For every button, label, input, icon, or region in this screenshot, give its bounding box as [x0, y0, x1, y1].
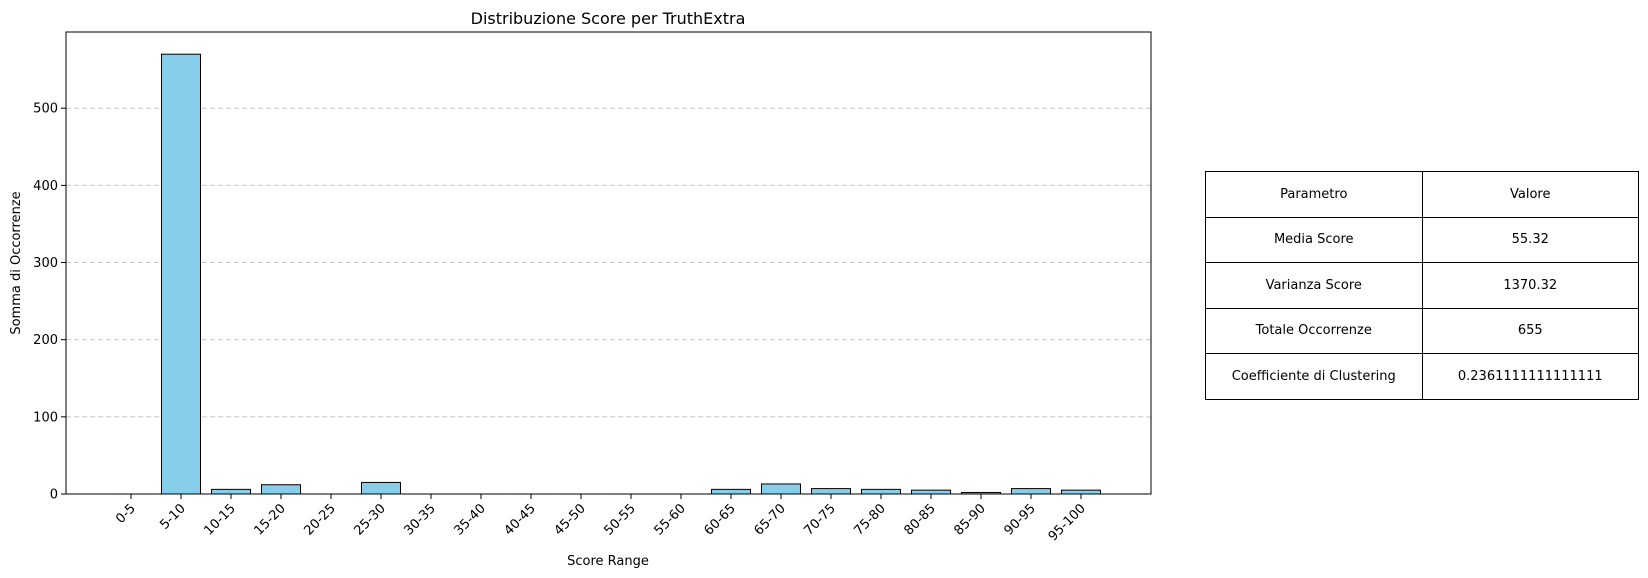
y-tick-label: 400: [33, 179, 58, 194]
bar: [911, 489, 951, 495]
x-tick-label: 30-35: [402, 501, 439, 538]
x-axis-label: Score Range: [567, 554, 649, 569]
bar: [761, 483, 801, 495]
x-tick-label: 10-15: [202, 501, 239, 538]
bar: [161, 53, 201, 495]
bar: [361, 481, 401, 495]
table-cell-value: 1370.32: [1421, 262, 1639, 309]
table-cell-value: 655: [1421, 307, 1639, 354]
table-cell-value: 55.32: [1421, 216, 1639, 263]
x-tick-label: 70-75: [802, 501, 839, 538]
x-axis-ticks: 0-5 5-10 10-15 15-20 20-25 25-30 30-35 35-40 40-…: [113, 494, 1089, 544]
x-tick-label: 40-45: [502, 501, 539, 538]
table-row: Media Score 55.32: [1205, 216, 1639, 263]
y-tick-label: 0: [50, 488, 58, 503]
stats-table: Parametro Valore Media Score 55.32 Varia…: [1205, 171, 1639, 400]
bar: [711, 488, 751, 495]
y-tick-label: 500: [33, 102, 58, 117]
y-axis-ticks: 0 100 200 300 400 500: [33, 102, 66, 503]
bar: [861, 488, 901, 495]
x-tick-label: 25-30: [352, 501, 389, 538]
table-header-cell: Valore: [1421, 171, 1639, 218]
y-tick-label: 300: [33, 256, 58, 271]
bar: [811, 488, 851, 495]
x-tick-label: 45-50: [552, 501, 589, 538]
table-cell-parameter: Varianza Score: [1205, 262, 1423, 309]
x-tick-label: 75-80: [852, 501, 889, 538]
x-tick-label: 0-5: [113, 501, 139, 527]
y-tick-label: 100: [33, 410, 58, 425]
table-row: Varianza Score 1370.32: [1205, 262, 1639, 309]
table-header-row: Parametro Valore: [1205, 171, 1639, 218]
x-tick-label: 65-70: [752, 501, 789, 538]
grid-lines: [66, 107, 1151, 418]
bar: [261, 484, 301, 495]
x-tick-label: 85-90: [952, 501, 989, 538]
x-tick-label: 15-20: [252, 501, 289, 538]
x-tick-label: 35-40: [452, 501, 489, 538]
x-tick-label: 55-60: [652, 501, 689, 538]
table-cell-parameter: Totale Occorrenze: [1205, 307, 1423, 354]
x-tick-label: 90-95: [1002, 501, 1039, 538]
x-tick-label: 95-100: [1046, 501, 1089, 544]
table-cell-parameter: Coefficiente di Clustering: [1205, 353, 1423, 400]
x-tick-label: 80-85: [902, 501, 939, 538]
bar: [1011, 488, 1051, 495]
x-tick-label: 20-25: [302, 501, 339, 538]
bar: [1061, 489, 1101, 495]
table-row: Totale Occorrenze 655: [1205, 307, 1639, 354]
table-cell-value: 0.2361111111111111: [1421, 353, 1639, 400]
y-tick-label: 200: [33, 333, 58, 348]
y-axis-label: Somma di Occorrenze: [9, 191, 24, 334]
bar: [211, 488, 251, 495]
table-row: Coefficiente di Clustering 0.23611111111…: [1205, 353, 1639, 400]
x-tick-label: 50-55: [602, 501, 639, 538]
chart-title: Distribuzione Score per TruthExtra: [471, 9, 746, 28]
table-cell-parameter: Media Score: [1205, 216, 1423, 263]
x-tick-label: 60-65: [702, 501, 739, 538]
x-tick-label: 5-10: [157, 501, 188, 532]
bars: [111, 53, 1101, 495]
table-header-cell: Parametro: [1205, 171, 1423, 218]
